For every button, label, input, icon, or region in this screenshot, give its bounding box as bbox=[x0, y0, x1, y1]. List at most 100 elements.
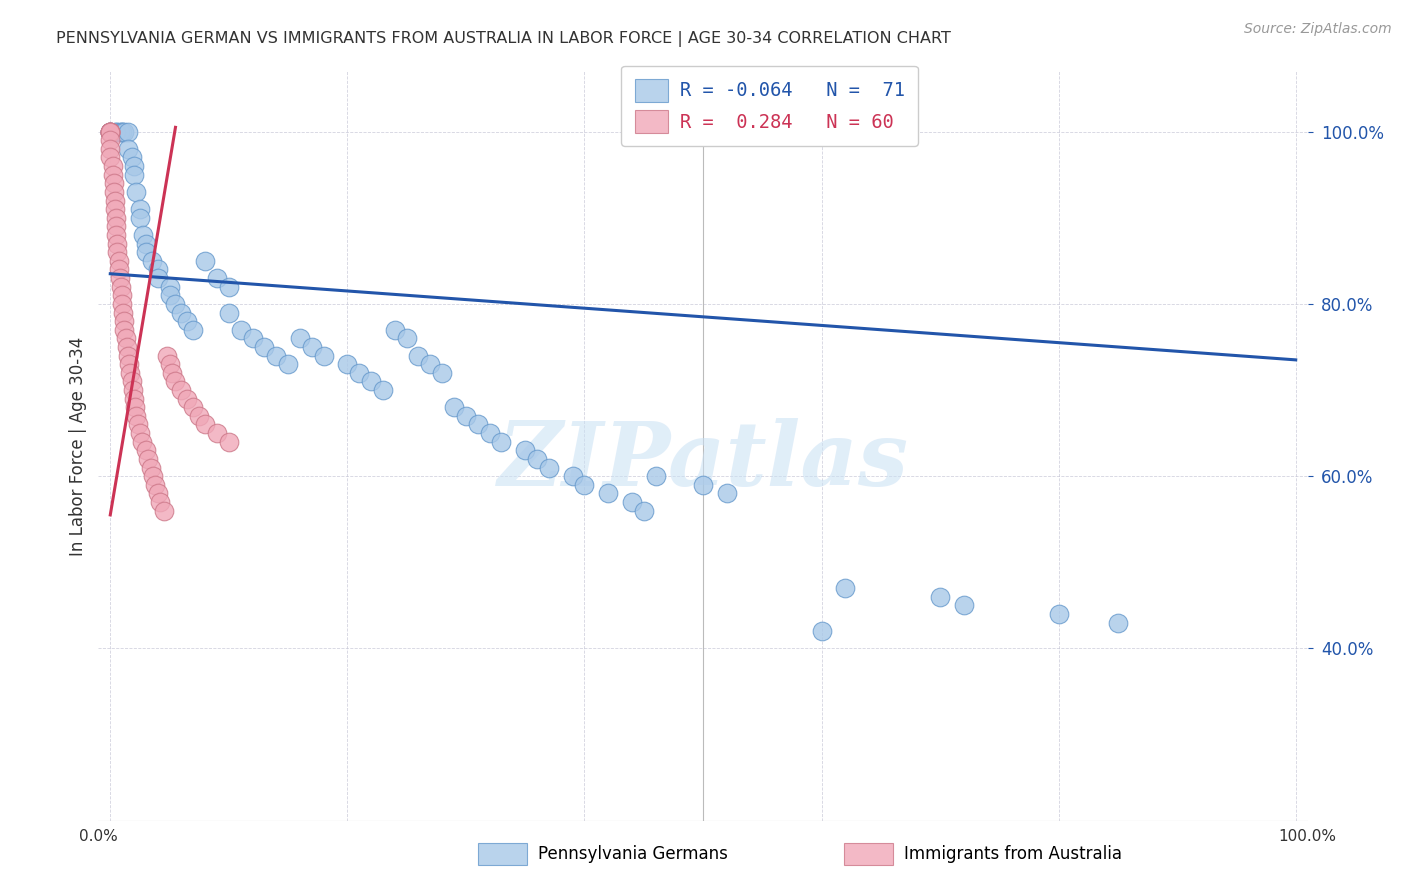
Point bbox=[117, 125, 139, 139]
Point bbox=[129, 426, 152, 441]
Point bbox=[121, 375, 143, 389]
Point bbox=[141, 253, 163, 268]
Point bbox=[160, 366, 183, 380]
Point bbox=[98, 125, 121, 139]
Point bbox=[229, 323, 252, 337]
Point bbox=[170, 305, 193, 319]
Text: ZIPatlas: ZIPatlas bbox=[498, 417, 908, 504]
Point bbox=[114, 331, 136, 345]
Point bbox=[834, 581, 856, 595]
Point bbox=[135, 236, 157, 251]
Point bbox=[98, 125, 121, 139]
Point bbox=[1107, 615, 1129, 630]
Point bbox=[537, 460, 560, 475]
Point bbox=[432, 366, 454, 380]
Point bbox=[143, 477, 166, 491]
Text: Source: ZipAtlas.com: Source: ZipAtlas.com bbox=[1244, 22, 1392, 37]
Point bbox=[360, 375, 382, 389]
Point bbox=[107, 262, 129, 277]
Point bbox=[408, 349, 430, 363]
Point bbox=[105, 245, 128, 260]
Point bbox=[146, 271, 169, 285]
Point bbox=[121, 151, 143, 165]
Point bbox=[242, 331, 264, 345]
Point bbox=[101, 168, 124, 182]
Legend: R = -0.064   N =  71, R =  0.284   N = 60: R = -0.064 N = 71, R = 0.284 N = 60 bbox=[621, 66, 918, 146]
Text: Immigrants from Australia: Immigrants from Australia bbox=[904, 845, 1122, 863]
Point bbox=[112, 305, 135, 319]
Point bbox=[165, 297, 187, 311]
Point bbox=[1047, 607, 1070, 621]
Point bbox=[633, 503, 655, 517]
Point bbox=[194, 417, 217, 432]
Point bbox=[644, 469, 666, 483]
Point bbox=[105, 125, 128, 139]
Point bbox=[104, 194, 127, 208]
Point bbox=[188, 409, 211, 423]
Point bbox=[118, 357, 141, 371]
Point bbox=[114, 314, 136, 328]
Point bbox=[110, 279, 132, 293]
Point bbox=[218, 279, 240, 293]
Text: 0.0%: 0.0% bbox=[79, 830, 118, 844]
Point bbox=[176, 392, 198, 406]
Point bbox=[98, 125, 121, 139]
Point bbox=[176, 314, 198, 328]
Point bbox=[149, 495, 172, 509]
Point bbox=[159, 357, 181, 371]
Point bbox=[117, 142, 139, 156]
Point bbox=[121, 383, 143, 397]
Point bbox=[574, 477, 596, 491]
Point bbox=[98, 151, 121, 165]
Point bbox=[117, 349, 139, 363]
Point bbox=[205, 271, 228, 285]
Point bbox=[156, 349, 179, 363]
Point bbox=[152, 503, 174, 517]
Point bbox=[105, 227, 128, 242]
Point bbox=[810, 624, 832, 639]
Point bbox=[491, 434, 513, 449]
Text: Pennsylvania Germans: Pennsylvania Germans bbox=[538, 845, 728, 863]
Point bbox=[347, 366, 370, 380]
Point bbox=[692, 477, 714, 491]
Point bbox=[139, 460, 162, 475]
Point bbox=[103, 177, 125, 191]
Point bbox=[120, 366, 142, 380]
Point bbox=[114, 323, 136, 337]
Point bbox=[98, 133, 121, 147]
Point bbox=[467, 417, 489, 432]
Point bbox=[122, 159, 145, 173]
Point bbox=[165, 375, 187, 389]
Point bbox=[395, 331, 418, 345]
Point bbox=[478, 426, 501, 441]
Point bbox=[181, 323, 204, 337]
Point bbox=[132, 227, 155, 242]
Point bbox=[108, 271, 131, 285]
Point bbox=[218, 434, 240, 449]
Point bbox=[159, 279, 181, 293]
Point bbox=[277, 357, 299, 371]
Point bbox=[111, 125, 134, 139]
Point bbox=[929, 590, 952, 604]
Y-axis label: In Labor Force | Age 30-34: In Labor Force | Age 30-34 bbox=[69, 336, 87, 556]
Point bbox=[620, 495, 643, 509]
Point bbox=[103, 185, 125, 199]
Point bbox=[218, 305, 240, 319]
Point bbox=[129, 211, 152, 225]
Point bbox=[105, 211, 128, 225]
Point bbox=[159, 288, 181, 302]
Point bbox=[124, 401, 146, 415]
Point bbox=[98, 125, 121, 139]
Point bbox=[205, 426, 228, 441]
Text: PENNSYLVANIA GERMAN VS IMMIGRANTS FROM AUSTRALIA IN LABOR FORCE | AGE 30-34 CORR: PENNSYLVANIA GERMAN VS IMMIGRANTS FROM A… bbox=[56, 31, 950, 47]
Point bbox=[105, 219, 128, 234]
Point bbox=[135, 245, 157, 260]
Point bbox=[194, 253, 217, 268]
Point bbox=[142, 469, 165, 483]
Point bbox=[170, 383, 193, 397]
Point bbox=[515, 443, 537, 458]
Point bbox=[312, 349, 335, 363]
Point bbox=[122, 168, 145, 182]
Text: 100.0%: 100.0% bbox=[1278, 830, 1337, 844]
Point bbox=[716, 486, 738, 500]
